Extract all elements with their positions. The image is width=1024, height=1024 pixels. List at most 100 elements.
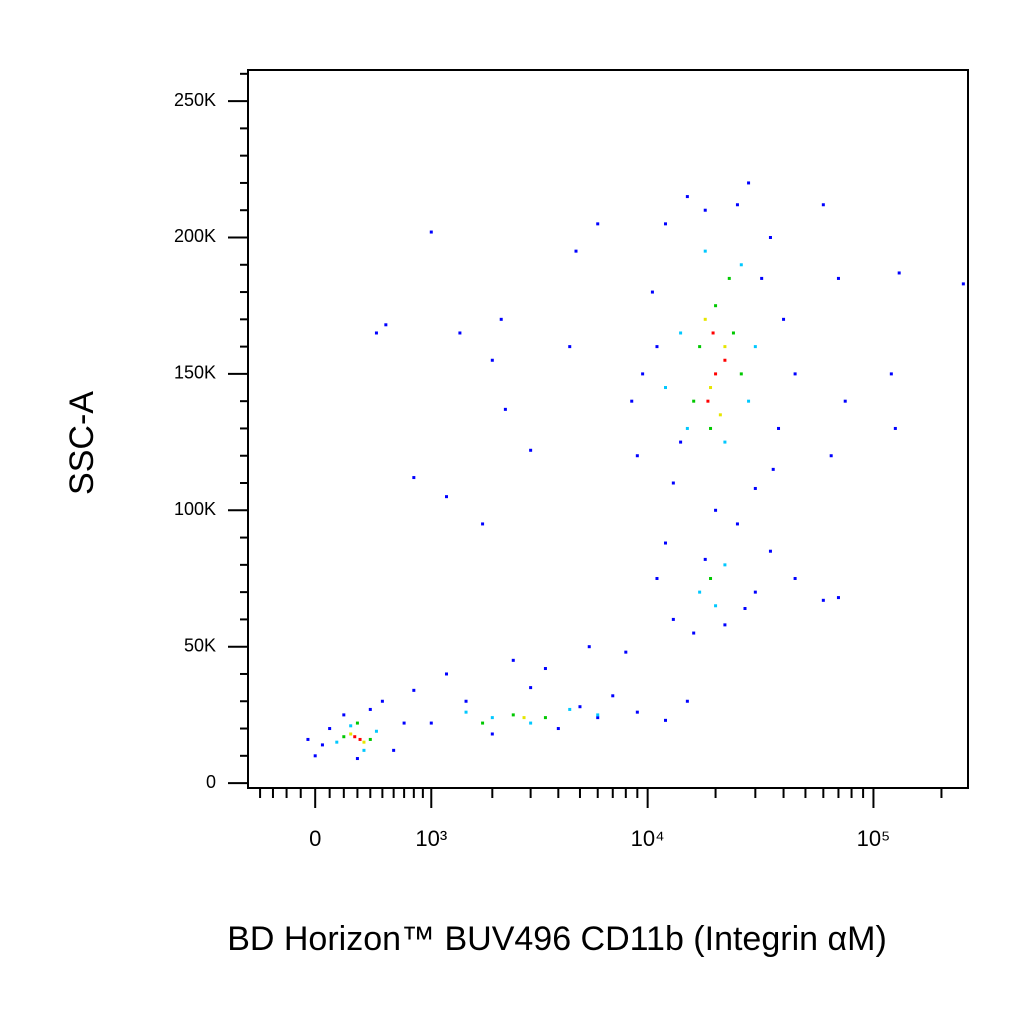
event-dot (335, 740, 339, 744)
event-dot (679, 440, 683, 444)
event-dot (444, 495, 448, 499)
event-dot (358, 737, 362, 741)
event-dot (760, 276, 764, 280)
event-dot (568, 345, 572, 349)
event-dot (793, 372, 797, 376)
event-dot (753, 590, 757, 594)
event-dot (429, 230, 433, 234)
event-dot (596, 713, 600, 717)
event-dot (355, 757, 359, 761)
event-dot (481, 721, 485, 725)
event-dot (753, 345, 757, 349)
event-dot (635, 454, 639, 458)
event-dot (313, 754, 317, 758)
event-dot (342, 735, 346, 739)
event-dot (768, 235, 772, 239)
event-dot (529, 686, 533, 690)
event-dot (458, 331, 462, 335)
event-dot (768, 549, 772, 553)
event-dot (703, 249, 707, 253)
event-dot (355, 721, 359, 725)
event-dot (522, 716, 526, 720)
event-dot (709, 426, 713, 430)
event-dot (663, 386, 667, 390)
event-dot (641, 372, 645, 376)
event-dot (655, 345, 659, 349)
event-dot (706, 399, 710, 403)
event-dot (529, 721, 533, 725)
event-dot (306, 737, 310, 741)
event-dot (320, 743, 324, 747)
event-dot (836, 276, 840, 280)
event-dot (723, 345, 727, 349)
event-dot (362, 740, 366, 744)
event-dot (380, 699, 384, 703)
event-dot (961, 282, 965, 286)
event-dot (679, 331, 683, 335)
event-dot (723, 623, 727, 627)
event-dot (685, 426, 689, 430)
event-dot (374, 331, 378, 335)
event-dot (368, 737, 372, 741)
event-dot (663, 222, 667, 226)
event-dot (663, 718, 667, 722)
event-dot (481, 522, 485, 526)
event-dot (747, 181, 751, 185)
y-tick-label: 250K (174, 90, 216, 110)
event-dot (490, 732, 494, 736)
event-dot (703, 557, 707, 561)
event-dot (596, 716, 600, 720)
event-dot (714, 304, 718, 308)
event-dot (703, 317, 707, 321)
x-axis-label: BD Horizon™ BUV496 CD11b (Integrin αM) (227, 920, 887, 958)
event-dot (543, 667, 547, 671)
event-dot (596, 222, 600, 226)
x-tick-label: 10³ (415, 826, 447, 851)
event-dot (655, 576, 659, 580)
event-dot (671, 617, 675, 621)
event-dot (353, 735, 357, 739)
event-dot (723, 358, 727, 362)
event-dot (743, 607, 747, 610)
x-tick-label: 10⁵ (857, 826, 891, 851)
event-dot (412, 688, 416, 692)
event-dot (503, 407, 507, 411)
y-tick-label: 50K (184, 635, 216, 655)
event-dot (529, 448, 533, 452)
y-tick-label: 100K (174, 499, 216, 519)
event-dot (349, 724, 353, 728)
event-dot (709, 576, 713, 580)
y-tick-label: 0 (206, 772, 216, 792)
event-dot (821, 203, 825, 207)
event-dot (735, 522, 739, 526)
event-dot (714, 372, 718, 376)
event-dot (587, 645, 591, 649)
event-dot (771, 467, 775, 471)
event-dot (889, 372, 893, 376)
event-dot (349, 732, 353, 736)
event-dot (490, 358, 494, 362)
event-dot (556, 727, 560, 731)
event-dot (384, 323, 388, 327)
event-dot (671, 481, 675, 485)
event-dot (829, 454, 833, 458)
event-dot (611, 694, 615, 698)
event-dot (635, 710, 639, 714)
event-dot (714, 604, 718, 608)
event-dot (727, 276, 731, 280)
event-dot (782, 317, 786, 321)
event-dot (698, 345, 702, 349)
plot-frame (247, 69, 969, 789)
event-dot (429, 721, 433, 725)
y-tick-label: 200K (174, 226, 216, 246)
event-dot (574, 249, 578, 253)
event-dot (342, 713, 346, 717)
event-dot (821, 598, 825, 602)
event-dot (893, 426, 897, 430)
event-dot (747, 399, 751, 403)
event-dot (714, 508, 718, 512)
event-dot (685, 699, 689, 703)
event-dot (511, 658, 515, 662)
x-tick-label: 0 (309, 826, 321, 851)
